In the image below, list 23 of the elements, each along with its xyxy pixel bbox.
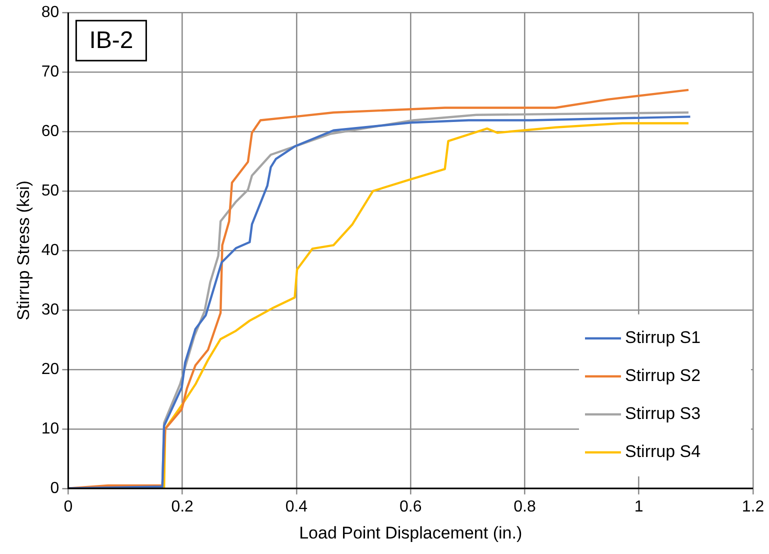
x-tick-label: 0.4	[285, 498, 308, 516]
y-tick-label: 70	[41, 63, 60, 80]
text: IB-2	[89, 27, 134, 54]
y-tick-label: 40	[41, 242, 60, 259]
x-tick-label: 1.2	[742, 498, 764, 516]
x-tick-label: 0.6	[399, 498, 422, 516]
y-axis-title: Stirrup Stress (ksi)	[14, 180, 33, 320]
x-tick-label: 1	[634, 498, 644, 516]
y-tick-label: 80	[41, 4, 60, 22]
y-tick-label: 20	[41, 360, 60, 378]
x-axis-title: Load Point Displacement (in.)	[299, 523, 522, 542]
legend-label: Stirrup S2	[625, 366, 701, 386]
y-tick-label: 50	[41, 182, 60, 200]
x-tick-label: 0.2	[171, 498, 194, 516]
y-tick-label: 30	[41, 301, 60, 318]
y-tick-label: 60	[41, 122, 60, 140]
legend-label: Stirrup S1	[625, 328, 701, 348]
y-tick-label: 10	[41, 420, 60, 438]
y-tick-label: 0	[50, 480, 60, 497]
legend-label: Stirrup S4	[625, 442, 701, 462]
x-tick-label: 0.8	[514, 498, 536, 516]
x-tick-label: 0	[64, 498, 73, 516]
legend-label: Stirrup S3	[625, 404, 701, 424]
